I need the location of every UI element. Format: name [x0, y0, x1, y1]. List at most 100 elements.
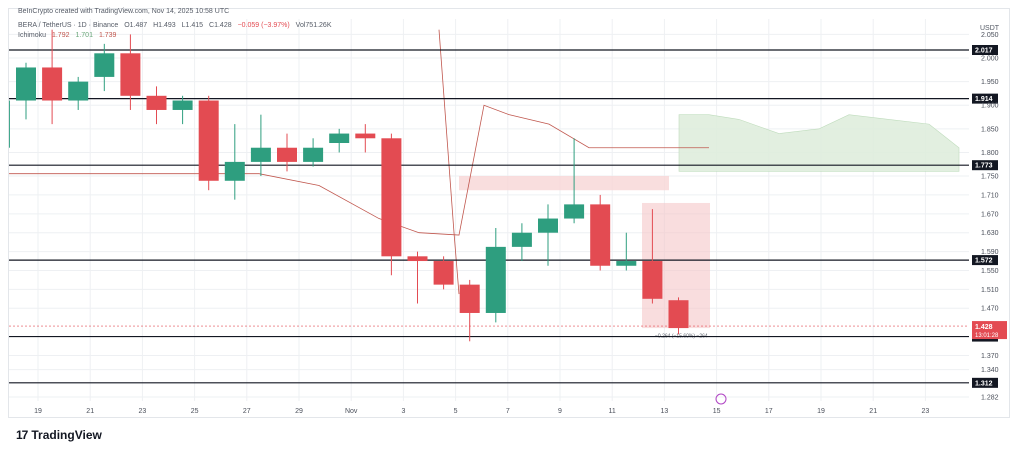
grid-layer: [9, 19, 969, 401]
level-label-box: [972, 45, 998, 55]
indicator-v2: 1.701: [75, 32, 93, 39]
candle-body: [433, 261, 454, 285]
candle-body: [668, 300, 689, 329]
y-tick-label: 1.590: [981, 249, 999, 256]
candle-body: [459, 284, 480, 313]
x-tick-label: 13: [661, 408, 669, 415]
y-tick-label: 1.670: [981, 211, 999, 218]
candles: [9, 29, 689, 342]
candle-body: [590, 204, 611, 266]
y-tick-label: 2.050: [981, 32, 999, 39]
symbol-header: BERA / TetherUS · 1D · Binance O1.487 H1…: [18, 22, 335, 29]
candle-body: [9, 100, 10, 148]
x-tick-label: 25: [191, 408, 199, 415]
change-value: −0.059 (−3.97%): [237, 22, 290, 29]
x-tick-label: 23: [922, 408, 930, 415]
indicator-name: Ichimoku: [18, 32, 47, 39]
level-label-box: [972, 93, 998, 104]
x-tick-label: 29: [295, 408, 303, 415]
level-label: 1.773: [975, 163, 993, 170]
branding-text: TradingView: [31, 428, 102, 442]
y-tick-label: 1.710: [981, 192, 999, 199]
x-tick-label: 19: [34, 408, 42, 415]
candle-body: [94, 53, 115, 77]
x-tick-label: 17: [765, 408, 773, 415]
candle-body: [198, 100, 219, 181]
level-label: 1.312: [975, 380, 993, 387]
level-label: 2.017: [975, 48, 993, 55]
y-tick-label: 1.750: [981, 174, 999, 181]
countdown-label: 13:01:28: [975, 333, 999, 339]
ichimoku-cloud: −0.264 (−15.60%) −264: [9, 29, 960, 340]
level-label-box: [972, 377, 998, 388]
candle-body: [277, 147, 297, 162]
open-value: O1.487: [124, 22, 148, 29]
ichimoku-base-line: [9, 104, 709, 236]
x-tick-label: 15: [713, 408, 721, 415]
candle-body: [68, 81, 89, 101]
lagging-span: [438, 29, 460, 295]
candle-body: [120, 53, 141, 96]
watermark: BeInCrypto created with TradingView.com,…: [18, 8, 230, 15]
currency-label: USDT: [980, 25, 1000, 32]
candle-body: [303, 147, 324, 162]
candle-body: [250, 147, 271, 162]
level-label-box: [972, 160, 998, 171]
level-label: 1.914: [975, 96, 993, 103]
candle-body: [485, 246, 506, 313]
y-tick-label: 1.470: [981, 306, 999, 313]
chart-canvas[interactable]: −0.264 (−15.60%) −264 2.017 1.914 1.773 1.5…: [9, 9, 1011, 419]
x-tick-label: 7: [506, 408, 510, 415]
candle-body: [407, 256, 428, 262]
candle-body: [355, 133, 376, 139]
volume-value: Vol751.26K: [295, 22, 332, 29]
y-tick-label: 1.800: [981, 150, 999, 157]
candle-body: [381, 138, 402, 257]
indicator-v3: 1.739: [98, 32, 117, 39]
candle-body: [146, 95, 167, 110]
candle-body: [564, 204, 585, 219]
y-tick-label: 1.850: [981, 126, 999, 133]
symbol-name[interactable]: BERA / TetherUS · 1D · Binance: [18, 22, 119, 29]
event-marker-icon: [715, 393, 727, 405]
low-value: L1.415: [181, 22, 204, 29]
close-value: C1.428: [209, 22, 232, 29]
y-tick-label: 1.550: [981, 268, 999, 275]
level-label: 1.572: [975, 258, 993, 265]
candle-body: [538, 218, 558, 233]
high-value: H1.493: [153, 22, 176, 29]
y-tick-label: 1.630: [981, 230, 999, 237]
candle-body: [616, 261, 637, 266]
x-tick-label: 19: [817, 408, 825, 415]
axes: 19 21 23 25 27 29 Nov 3 5 7 9 11 13 15 17 19 21 23 2.050 2.…: [34, 32, 999, 415]
candle-body: [42, 67, 63, 101]
bearish-cloud: [459, 176, 669, 191]
y-tick-label: 1.510: [981, 287, 999, 294]
indicator-legend[interactable]: Ichimoku 1.792 1.701 1.739: [18, 32, 120, 39]
y-tick-label: 1.370: [981, 353, 999, 360]
x-tick-label: 21: [869, 408, 877, 415]
x-tick-label: 23: [139, 408, 147, 415]
x-tick-label: 9: [558, 408, 562, 415]
level-label-box: [972, 255, 998, 266]
x-tick-label: 11: [609, 408, 616, 415]
x-tick-label: 5: [454, 408, 458, 415]
y-tick-label: 1.340: [981, 367, 999, 374]
x-tick-label: 27: [243, 408, 251, 415]
tradingview-logo: 17 TradingView: [16, 428, 102, 442]
indicator-v1: 1.792: [51, 32, 70, 39]
tv-logo-icon: 17: [16, 428, 28, 442]
candle-body: [172, 100, 193, 110]
y-tick-label: 1.900: [981, 103, 999, 110]
y-tick-label: 2.000: [981, 56, 999, 63]
y-tick-label: 1.282: [981, 395, 999, 402]
current-price-box: [972, 321, 1007, 340]
candle-body: [642, 261, 663, 299]
bullish-cloud: [678, 114, 960, 172]
y-tick-label: 1.950: [981, 79, 999, 86]
x-tick-label: 3: [401, 408, 405, 415]
candle-body: [224, 161, 245, 181]
x-tick-label: Nov: [345, 408, 358, 415]
candle-body: [329, 133, 350, 144]
current-price-label: 1.428: [975, 324, 993, 331]
